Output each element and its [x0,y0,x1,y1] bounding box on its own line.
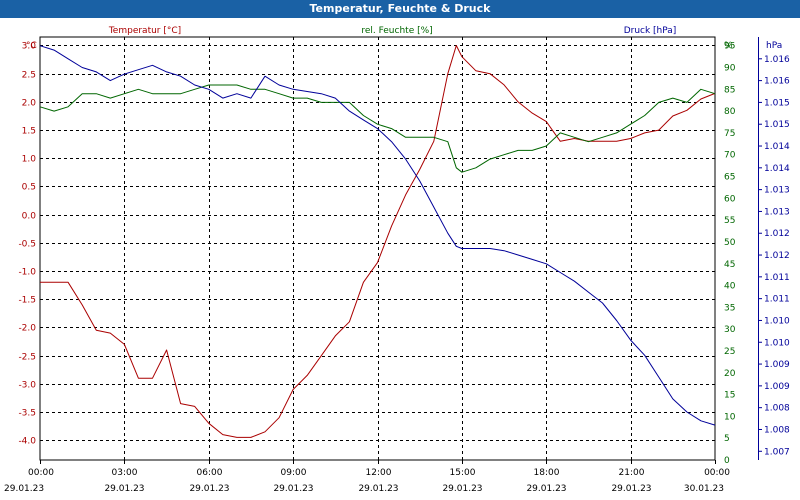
legend-label: Druck [hPa] [624,26,677,36]
x-tick-date-label: 29.01.23 [273,484,313,494]
x-tick-date-label: 30.01.23 [684,484,724,494]
y-right-tick-label: 1.013 [764,186,790,196]
x-tick-date-label: 29.01.23 [611,484,651,494]
y-right-tick-label: 1.012 [764,251,790,261]
y-right-tick-label: 1.014 [764,164,790,174]
y-left-tick-label: -3.5 [18,409,36,419]
y-right-tick-label: 1.008 [764,425,790,435]
y-mid-tick-label: 60 [724,194,736,204]
y-mid-tick-label: 95 [724,42,735,52]
x-tick-date-label: 29.01.23 [4,484,44,494]
y-right-tick-label: 1.011 [764,295,790,305]
y-mid-tick-label: 75 [724,129,735,139]
x-tick-date-label: 29.01.23 [104,484,144,494]
x-tick-time-label: 21:00 [619,468,645,478]
y-left-tick-label: 1.5 [22,127,36,137]
left-axis-unit: °C [26,41,37,51]
y-right-tick-label: 1.008 [764,404,790,414]
y-right-tick-label: 1.009 [764,382,790,392]
y-mid-tick-label: 15 [724,391,735,401]
y-right-tick-label: 1.013 [764,207,790,217]
y-mid-tick-label: 20 [724,369,736,379]
title-bar [0,0,800,18]
labels-layer: 3.0 2.5 2.0 1.5 1.0 0.5 0.0 -0.5 -1.0 -1.5 -2.0 -2.… [4,26,790,494]
x-tick-time-label: 03:00 [112,468,138,478]
y-right-tick-label: 1.016 [764,77,790,87]
y-left-tick-label: -0.5 [18,240,36,250]
right-axis-unit: hPa [766,41,782,51]
x-tick-time-label: 00:00 [28,468,54,478]
y-left-tick-label: -1.5 [18,296,36,306]
y-mid-tick-label: 25 [724,347,735,357]
y-mid-tick-label: 30 [724,325,736,335]
x-tick-time-label: 06:00 [197,468,223,478]
y-mid-tick-label: 70 [724,151,736,161]
y-left-tick-label: 1.0 [22,155,37,165]
x-tick-time-label: 18:00 [534,468,560,478]
y-right-tick-label: 1.014 [764,142,790,152]
y-right-tick-label: 1.016 [764,55,790,65]
y-left-tick-label: 0.0 [22,212,37,222]
series-line [39,84,716,173]
series-line [39,45,716,426]
y-mid-tick-label: 0 [724,456,730,466]
y-right-tick-label: 1.015 [764,120,790,130]
x-tick-time-label: 09:00 [281,468,307,478]
y-mid-tick-label: 90 [724,64,736,74]
y-left-tick-label: -2.0 [18,324,36,334]
y-mid-tick-label: 5 [724,434,730,444]
legend-label: Temperatur [°C] [108,26,181,36]
x-tick-date-label: 29.01.23 [189,484,229,494]
x-tick-date-label: 29.01.23 [526,484,566,494]
x-tick-time-label: 12:00 [366,468,392,478]
y-mid-tick-label: 50 [724,238,736,248]
plot-frame [39,36,716,461]
series-line [40,45,716,438]
x-tick-date-label: 29.01.23 [358,484,398,494]
y-left-tick-label: -3.0 [18,381,36,391]
y-mid-tick-label: 35 [724,303,735,313]
x-tick-date-label: 29.01.23 [442,484,482,494]
y-right-tick-label: 1.007 [764,447,790,457]
y-left-tick-label: 0.5 [22,183,36,193]
y-right-tick-label: 1.011 [764,273,790,283]
y-left-tick-label: -2.5 [18,353,36,363]
y-left-tick-label: 3.0 [22,42,37,52]
y-left-tick-label: -4.0 [18,437,36,447]
y-right-tick-label: 1.012 [764,229,790,239]
legend-label: rel. Feuchte [%] [361,26,432,36]
y-mid-tick-label: 40 [724,282,736,292]
y-mid-tick-label: 45 [724,260,735,270]
y-right-tick-label: 1.010 [764,316,790,326]
series-layer [39,45,716,438]
y-mid-tick-label: 55 [724,216,735,226]
y-mid-tick-label: 10 [724,412,736,422]
mid-axis-unit: % [724,41,733,51]
y-mid-tick-label: 80 [724,107,736,117]
x-tick-time-label: 00:00 [704,468,730,478]
grid-layer [39,36,762,464]
y-right-tick-label: 1.009 [764,360,790,370]
y-mid-tick-label: 65 [724,173,735,183]
y-right-tick-label: 1.010 [764,338,790,348]
y-mid-tick-label: 85 [724,85,735,95]
y-left-tick-label: -1.0 [18,268,36,278]
y-left-tick-label: 2.0 [22,99,37,109]
y-left-tick-label: 2.5 [22,71,36,81]
y-right-tick-label: 1.015 [764,98,790,108]
x-tick-time-label: 15:00 [450,468,476,478]
chart-title: Temperatur, Feuchte & Druck [309,2,491,15]
